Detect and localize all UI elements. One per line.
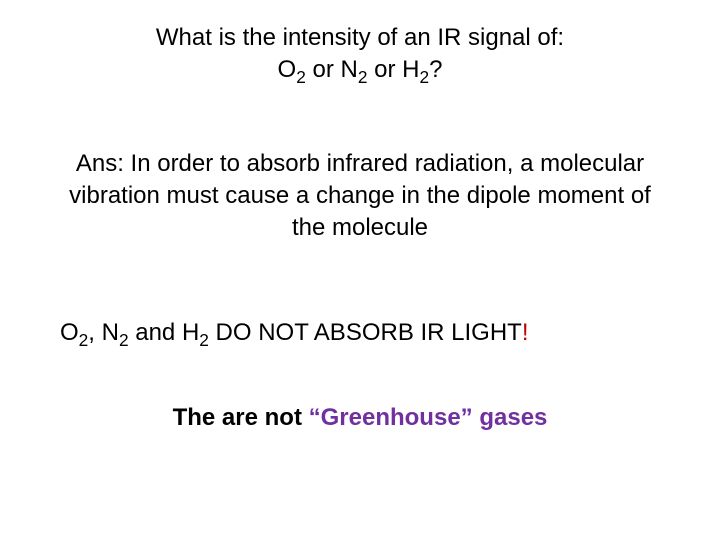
question-block: What is the intensity of an IR signal of… [50, 22, 670, 90]
question-line1: What is the intensity of an IR signal of… [60, 22, 660, 54]
st-exclaim: ! [522, 319, 529, 346]
conclusion-pre: The are not [173, 404, 309, 431]
st-sub-a: 2 [79, 329, 89, 349]
st-rest: DO NOT ABSORB IR LIGHT [209, 319, 522, 346]
st-sub-b: 2 [119, 329, 129, 349]
q-sub-a: 2 [296, 67, 306, 87]
statement-block: O2, N2 and H2 DO NOT ABSORB IR LIGHT! [50, 317, 670, 352]
st-sub-c: 2 [199, 329, 209, 349]
answer-text: Ans: In order to absorb infrared radiati… [69, 150, 651, 242]
st-mid2: and H [129, 319, 200, 346]
q-o: O [278, 56, 297, 83]
q-mark: ? [429, 56, 442, 83]
st-mid1: , N [88, 319, 119, 346]
st-o: O [60, 319, 79, 346]
q-sub-c: 2 [419, 67, 429, 87]
q-sub-b: 2 [358, 67, 368, 87]
q-or2: or H [367, 56, 419, 83]
q-or1: or N [306, 56, 358, 83]
question-line2: O2 or N2 or H2? [60, 54, 660, 89]
conclusion-quoted: “Greenhouse” gases [309, 404, 548, 431]
answer-block: Ans: In order to absorb infrared radiati… [50, 148, 670, 245]
conclusion-block: The are not “Greenhouse” gases [50, 402, 670, 434]
